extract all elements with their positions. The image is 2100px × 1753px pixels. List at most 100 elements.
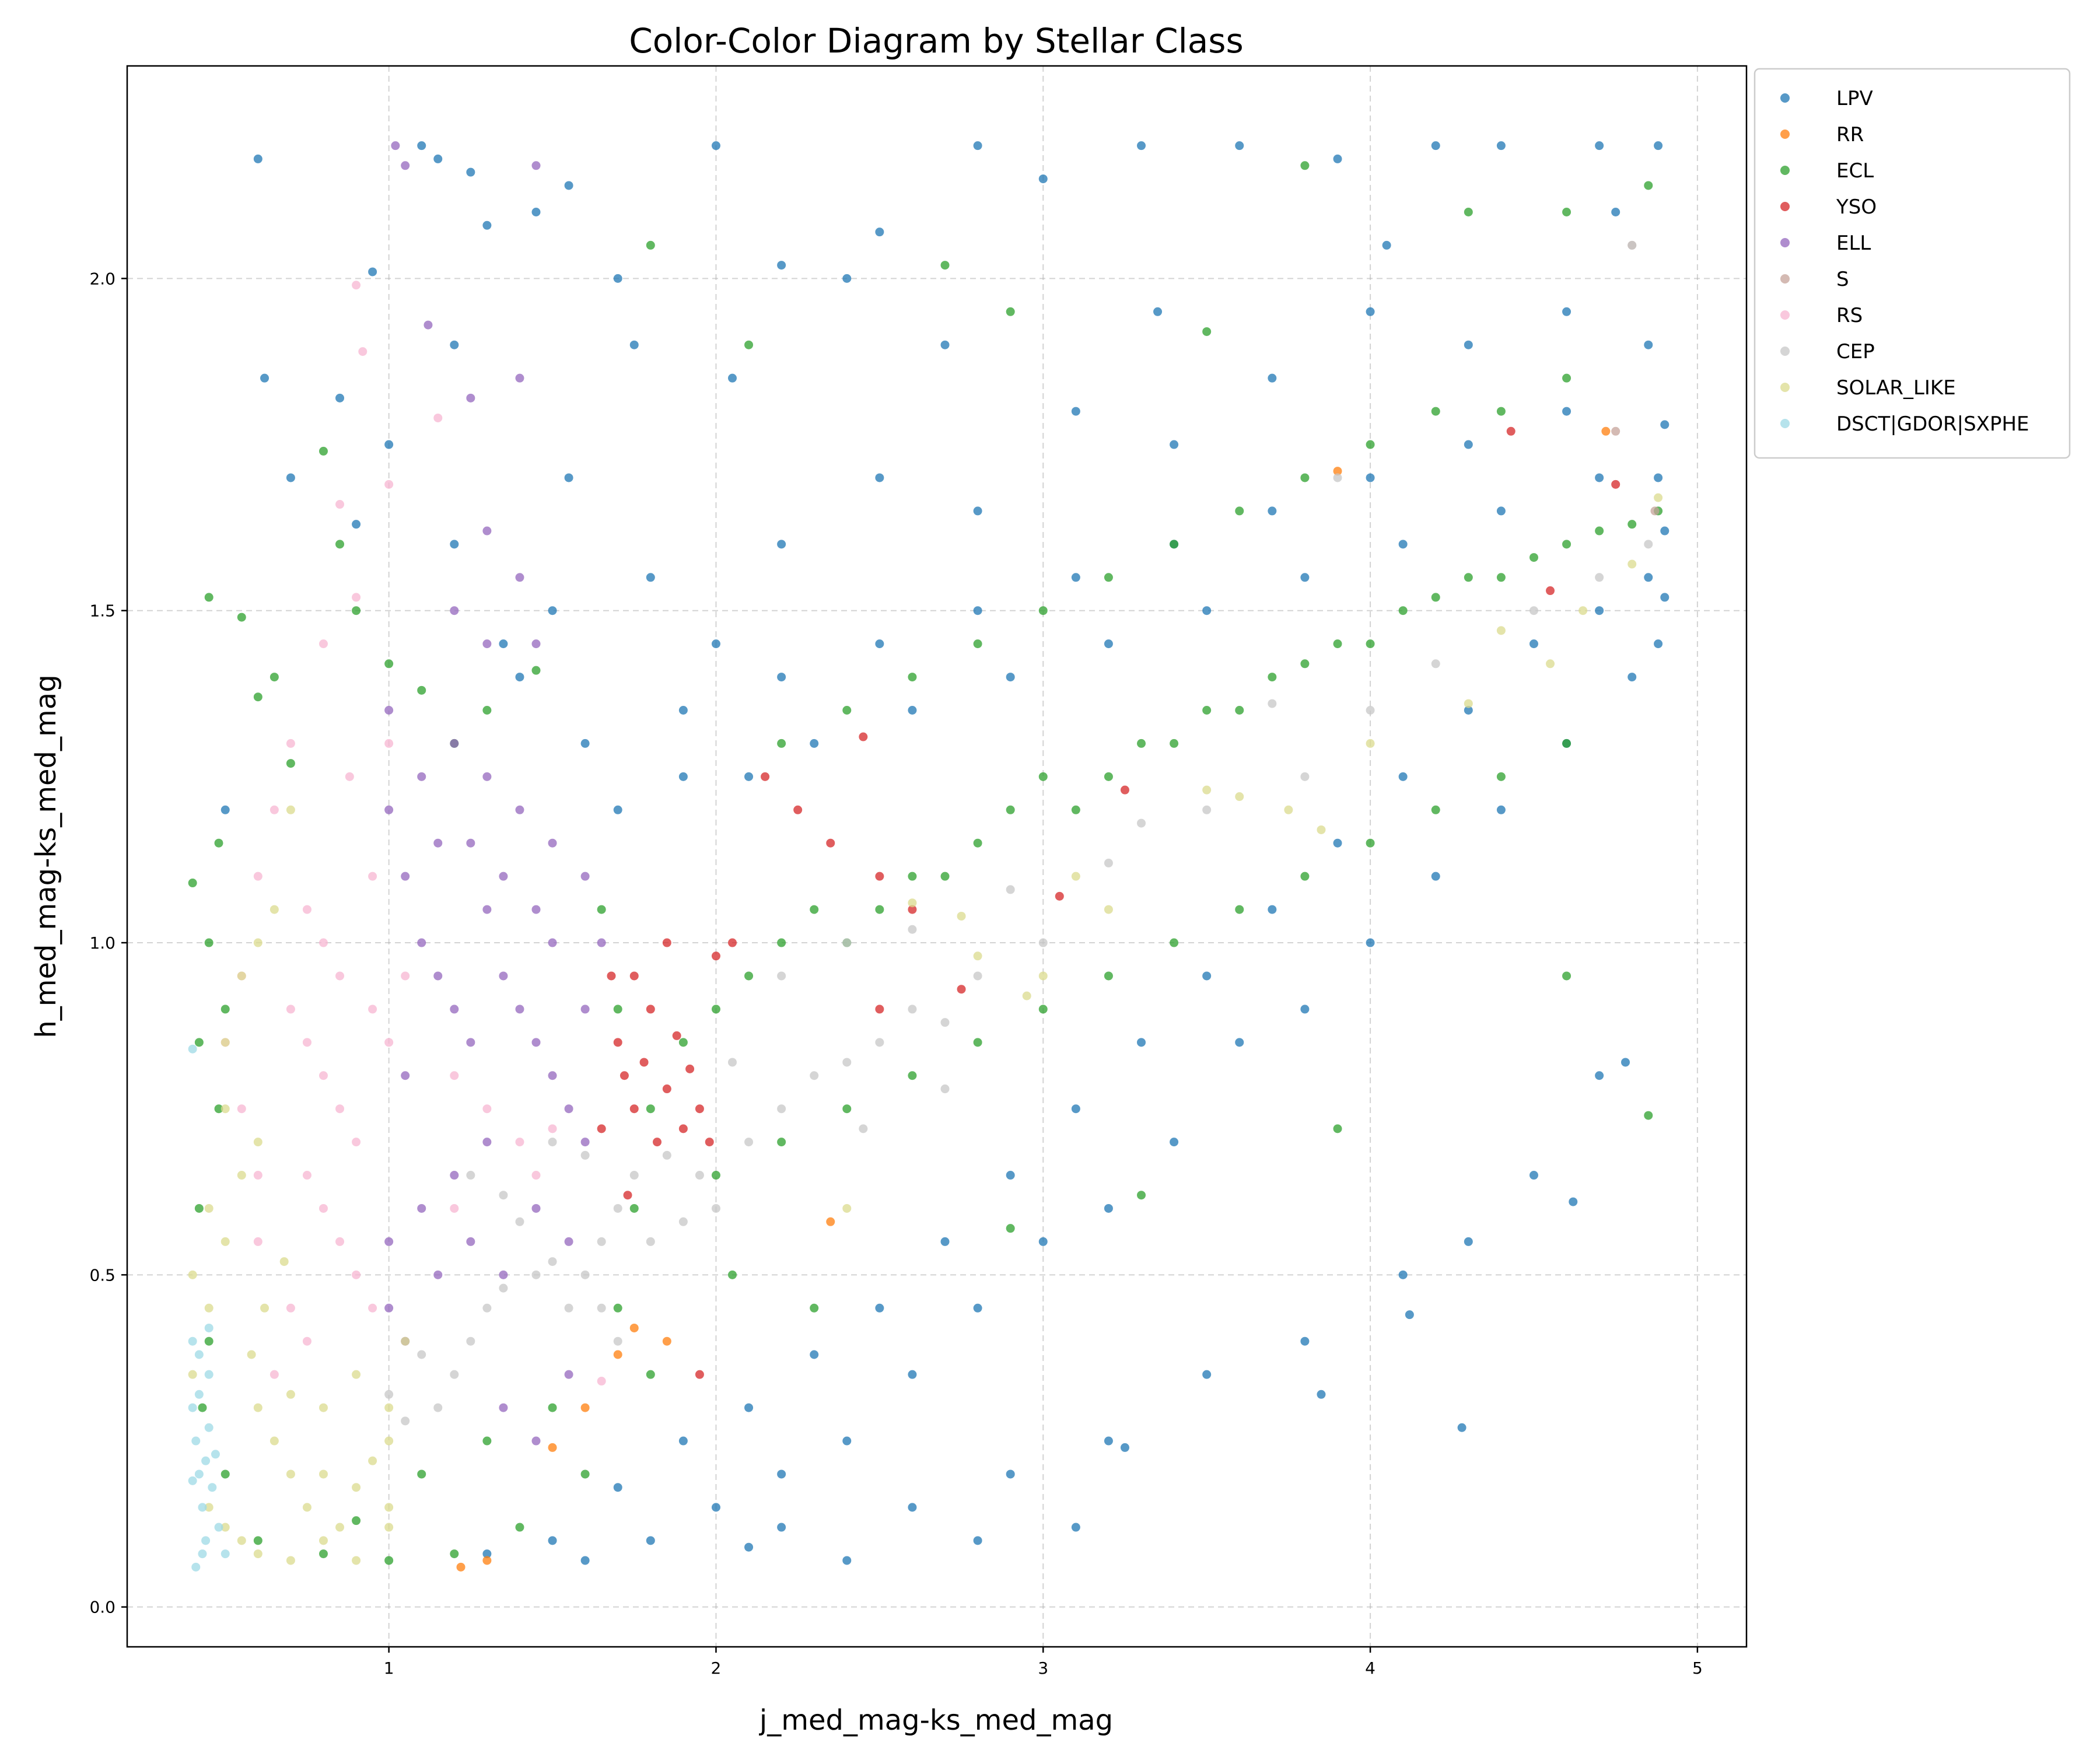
data-point (1595, 526, 1604, 536)
data-point (564, 473, 573, 482)
data-point (401, 1416, 410, 1426)
data-point (384, 739, 394, 748)
y-tick-label: 0.0 (89, 1598, 116, 1617)
data-point (548, 1071, 557, 1080)
data-point (646, 240, 655, 250)
data-point (1300, 573, 1310, 582)
data-point (678, 1038, 688, 1047)
data-point (482, 221, 492, 230)
data-point (191, 1436, 201, 1446)
data-point (1104, 905, 1113, 914)
data-point (548, 1536, 557, 1545)
data-point (466, 167, 475, 177)
data-point (613, 274, 622, 283)
data-point (1137, 141, 1146, 151)
data-point (204, 1370, 214, 1379)
data-point (744, 1138, 754, 1147)
data-point (260, 373, 270, 383)
data-point (564, 1237, 573, 1246)
data-point (456, 1562, 466, 1572)
data-point (1202, 705, 1212, 715)
data-point (384, 1390, 394, 1399)
data-point (597, 1303, 606, 1313)
data-point (253, 1403, 262, 1412)
data-point (908, 705, 917, 715)
data-point (198, 1403, 207, 1412)
data-point (417, 685, 426, 695)
series-ecl (188, 161, 1663, 1565)
data-point (1644, 573, 1653, 582)
data-point (908, 1370, 917, 1379)
series-ell (384, 141, 606, 1446)
data-point (450, 1203, 459, 1213)
data-point (270, 905, 279, 914)
data-point (384, 705, 394, 715)
data-point (1644, 181, 1653, 190)
data-point (220, 1237, 230, 1246)
data-point (499, 1270, 508, 1279)
data-point (1120, 785, 1129, 795)
data-point (1496, 506, 1506, 516)
data-point (1038, 1237, 1048, 1246)
data-point (424, 320, 433, 330)
data-point (580, 1403, 590, 1412)
data-point (302, 905, 312, 914)
series-yso (597, 426, 1620, 1379)
data-point (908, 925, 917, 934)
data-point (940, 872, 950, 881)
data-point (613, 1483, 622, 1492)
data-point (1170, 440, 1179, 449)
data-point (1202, 805, 1212, 814)
data-point (777, 1523, 786, 1532)
data-point (1022, 991, 1031, 1000)
data-point (1464, 340, 1473, 349)
data-point (1006, 885, 1015, 894)
data-point (1562, 407, 1572, 416)
data-point (1235, 905, 1244, 914)
data-point (973, 971, 982, 981)
data-point (646, 573, 655, 582)
legend-label: ELL (1836, 232, 1871, 255)
data-point (482, 1556, 492, 1565)
data-point (1496, 573, 1506, 582)
data-point (1366, 739, 1375, 748)
data-point (433, 1403, 443, 1412)
data-point (384, 1237, 394, 1246)
data-point (744, 772, 754, 781)
data-point (1578, 606, 1588, 615)
data-point (352, 281, 361, 290)
data-point (1529, 1171, 1538, 1180)
data-point (548, 1443, 557, 1452)
data-point (270, 673, 279, 682)
data-point (531, 1171, 541, 1180)
data-point (1202, 971, 1212, 981)
data-point (548, 1257, 557, 1266)
data-point (482, 772, 492, 781)
data-point (335, 500, 345, 509)
legend-marker (1780, 310, 1790, 320)
data-point (1300, 1336, 1310, 1346)
series-cep (384, 240, 1653, 1426)
data-point (286, 1556, 295, 1565)
data-point (433, 838, 443, 848)
data-point (1366, 838, 1375, 848)
legend-marker (1780, 383, 1790, 392)
data-point (194, 1469, 204, 1479)
series-lpv (220, 141, 1670, 1565)
data-point (1333, 838, 1342, 848)
data-point (646, 1104, 655, 1114)
data-point (1006, 1171, 1015, 1180)
data-point (597, 1237, 606, 1246)
data-point (450, 1171, 459, 1180)
data-point (1268, 905, 1277, 914)
data-point (499, 1403, 508, 1412)
data-point (358, 347, 368, 356)
data-point (286, 1005, 295, 1014)
data-point (957, 985, 966, 994)
data-point (515, 1523, 524, 1532)
ticks-layer: 1 2 3 4 5 0.0 0.5 1.0 1.5 2.0 (89, 269, 1702, 1678)
y-tick-label: 0.5 (89, 1265, 116, 1285)
data-point (1431, 407, 1440, 416)
data-point (237, 971, 246, 981)
